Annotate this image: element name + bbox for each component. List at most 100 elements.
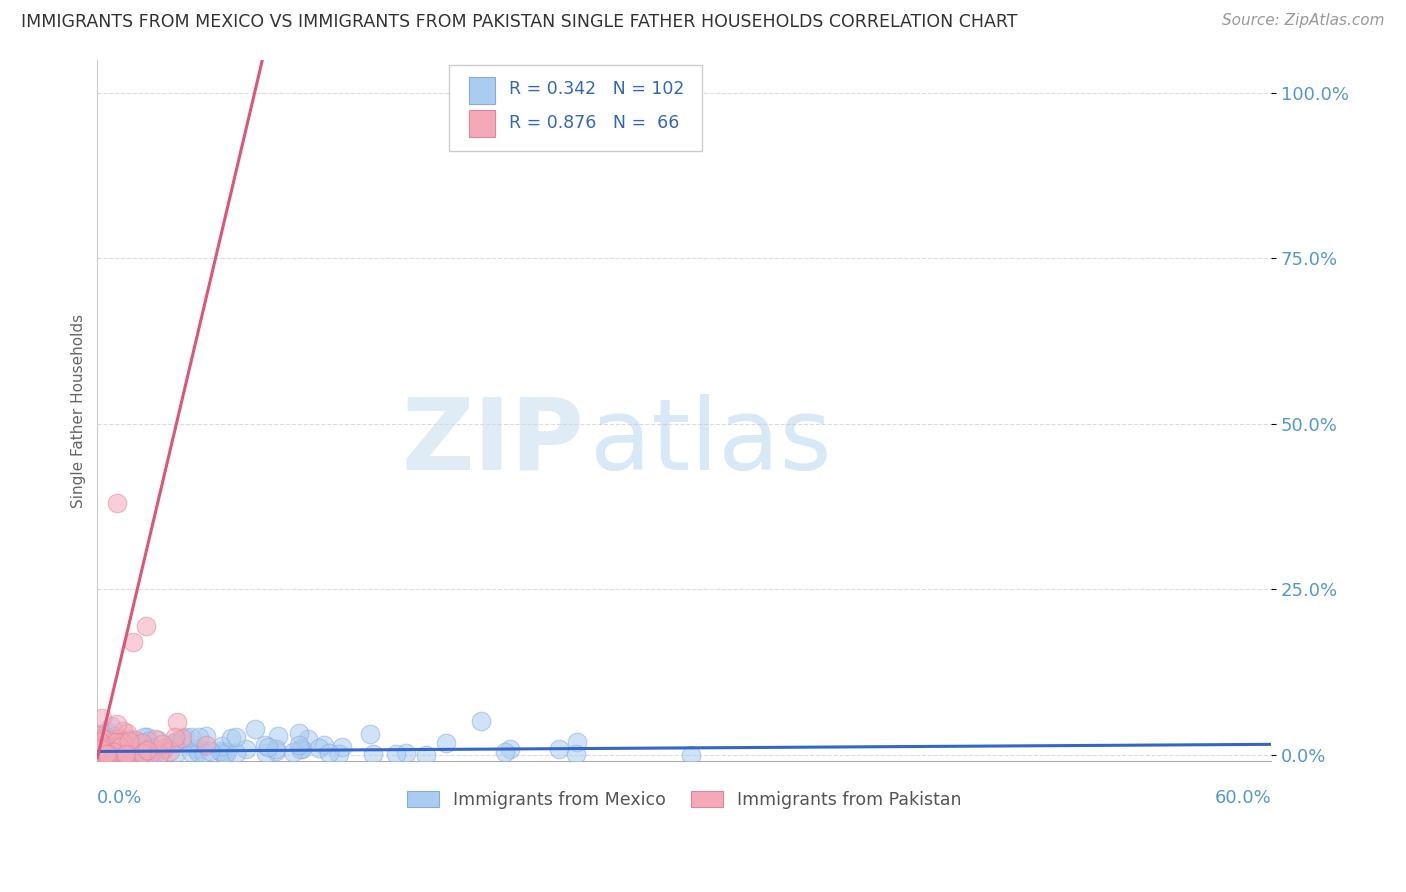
- Point: [415, 747, 437, 762]
- Point: [117, 740, 139, 755]
- Point: [114, 746, 136, 760]
- Point: [94, 747, 117, 762]
- Point: [89, 731, 111, 746]
- Point: [111, 741, 134, 756]
- Point: [288, 738, 311, 752]
- Point: [111, 735, 134, 749]
- Point: [96, 743, 118, 757]
- Point: [89, 742, 111, 756]
- Point: [150, 745, 173, 759]
- Point: [395, 746, 418, 760]
- Point: [136, 730, 159, 744]
- FancyBboxPatch shape: [450, 65, 702, 151]
- Point: [118, 747, 141, 761]
- Point: [100, 719, 122, 733]
- FancyBboxPatch shape: [470, 77, 495, 103]
- Point: [89, 727, 111, 741]
- Point: [96, 739, 118, 754]
- Point: [318, 746, 340, 760]
- Point: [180, 730, 202, 744]
- Point: [254, 747, 277, 761]
- Point: [90, 742, 112, 756]
- Point: [312, 738, 335, 752]
- Point: [330, 739, 353, 754]
- Point: [105, 739, 128, 754]
- Point: [100, 747, 122, 762]
- Point: [146, 733, 169, 747]
- Point: [108, 731, 131, 746]
- Point: [111, 723, 134, 738]
- Point: [90, 740, 112, 755]
- Point: [135, 618, 157, 632]
- Point: [187, 745, 209, 759]
- Point: [165, 730, 187, 744]
- Point: [219, 731, 242, 746]
- Point: [103, 745, 125, 759]
- Point: [91, 745, 114, 759]
- Point: [115, 738, 138, 752]
- Point: [91, 732, 114, 747]
- Point: [288, 726, 311, 740]
- Point: [159, 744, 181, 758]
- Point: [108, 739, 131, 754]
- Point: [89, 738, 111, 752]
- Point: [97, 739, 120, 753]
- Point: [436, 736, 458, 750]
- Point: [152, 740, 174, 755]
- Point: [173, 730, 195, 744]
- Point: [209, 743, 232, 757]
- Point: [166, 746, 188, 760]
- Point: [187, 731, 209, 745]
- Point: [114, 747, 136, 762]
- Point: [134, 746, 156, 760]
- Point: [186, 742, 208, 756]
- Point: [107, 738, 129, 752]
- Point: [94, 742, 117, 756]
- Point: [105, 731, 128, 746]
- Point: [93, 747, 115, 762]
- Point: [93, 747, 115, 762]
- Point: [103, 747, 125, 761]
- Point: [104, 730, 127, 744]
- Text: ZIP: ZIP: [402, 393, 585, 491]
- Point: [211, 746, 233, 760]
- Point: [138, 747, 160, 761]
- Point: [96, 725, 118, 739]
- Text: atlas: atlas: [591, 393, 832, 491]
- Point: [118, 733, 141, 747]
- Point: [150, 737, 173, 751]
- Point: [114, 738, 136, 752]
- Point: [163, 735, 186, 749]
- Point: [198, 744, 221, 758]
- Point: [104, 742, 127, 756]
- Point: [235, 742, 257, 756]
- Point: [111, 736, 134, 750]
- Point: [134, 730, 156, 744]
- Point: [117, 746, 139, 760]
- Point: [114, 745, 136, 759]
- Point: [679, 747, 702, 762]
- Point: [163, 736, 186, 750]
- Point: [283, 745, 305, 759]
- Point: [166, 715, 188, 730]
- Point: [494, 745, 516, 759]
- Point: [90, 747, 112, 761]
- Point: [89, 740, 111, 755]
- Point: [225, 730, 247, 744]
- Point: [89, 744, 111, 758]
- Point: [90, 711, 112, 725]
- Point: [103, 745, 125, 759]
- Point: [193, 746, 215, 760]
- Text: Source: ZipAtlas.com: Source: ZipAtlas.com: [1222, 13, 1385, 29]
- Point: [107, 747, 129, 762]
- Point: [89, 734, 111, 748]
- Point: [98, 743, 121, 757]
- Point: [89, 728, 111, 742]
- Point: [93, 744, 115, 758]
- Point: [97, 745, 120, 759]
- Point: [105, 496, 128, 510]
- Point: [136, 744, 159, 758]
- Point: [89, 739, 111, 754]
- Point: [291, 742, 314, 756]
- Point: [215, 745, 238, 759]
